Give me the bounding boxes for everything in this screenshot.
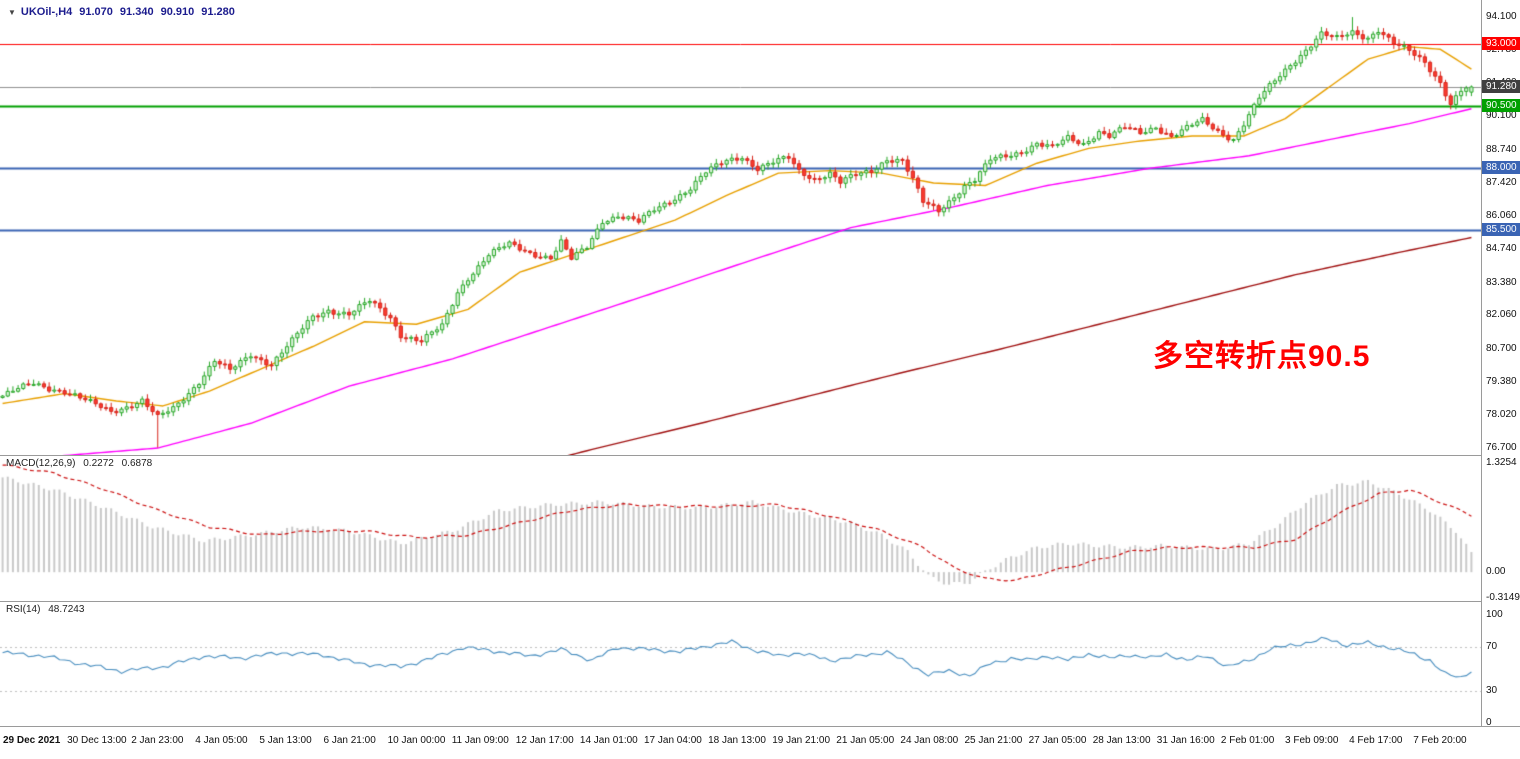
macd-axis-label: 0.00: [1486, 566, 1506, 578]
price-axis-label: 76.700: [1486, 442, 1517, 454]
time-axis-label: 28 Jan 13:00: [1092, 735, 1151, 746]
level-price-badge: 88.000: [1482, 161, 1520, 175]
rsi-indicator-label: RSI(14) 48.7243: [6, 604, 84, 615]
price-chart-canvas[interactable]: [0, 0, 1481, 455]
time-scale[interactable]: 29 Dec 2021 30 Dec 13:00 2 Jan 23:00 4 Jan …: [0, 727, 1520, 759]
macd-name: MACD(12,26,9): [6, 458, 76, 469]
time-axis-label: 11 Jan 09:00: [451, 735, 509, 746]
time-axis-label: 14 Jan 01:00: [579, 735, 638, 746]
macd-signal-value: 0.6878: [121, 458, 153, 469]
time-axis-label: 2 Jan 23:00: [131, 735, 184, 746]
time-axis-label: 5 Jan 13:00: [259, 735, 312, 746]
level-price-badge: 90.500: [1482, 99, 1520, 113]
time-axis-label: 24 Jan 08:00: [900, 735, 959, 746]
time-axis-label: 27 Jan 05:00: [1028, 735, 1087, 746]
chevron-down-icon[interactable]: ▼: [8, 7, 16, 17]
price-axis-label: 86.060: [1486, 210, 1517, 222]
time-axis-label: 29 Dec 2021: [3, 735, 61, 746]
price-axis-label: 80.700: [1486, 342, 1517, 354]
price-axis-label: 94.100: [1486, 11, 1517, 23]
rsi-timescale-divider[interactable]: [0, 726, 1520, 727]
macd-axis-label: -0.3149: [1486, 592, 1520, 604]
level-price-badge: 85.500: [1482, 223, 1520, 237]
time-axis-label: 7 Feb 20:00: [1413, 735, 1467, 746]
rsi-name: RSI(14): [6, 604, 41, 615]
rsi-axis-label: 0: [1486, 716, 1492, 728]
rsi-value: 48.7243: [48, 604, 85, 615]
symbol-timeframe-label: UKOil-,H4: [20, 6, 73, 18]
rsi-axis-label: 70: [1486, 641, 1498, 653]
time-axis-label: 31 Jan 16:00: [1156, 735, 1215, 746]
price-axis-label: 87.420: [1486, 176, 1517, 188]
time-axis-label: 25 Jan 21:00: [964, 735, 1023, 746]
macd-indicator-label: MACD(12,26,9) 0.2272 0.6878: [6, 458, 152, 469]
rsi-axis-label: 100: [1486, 608, 1503, 620]
rsi-panel-canvas[interactable]: [0, 602, 1481, 726]
price-axis-label: 82.060: [1486, 309, 1517, 321]
time-axis-label: 10 Jan 00:00: [387, 735, 446, 746]
price-scale[interactable]: 94.10092.78091.42090.10088.74087.42086.0…: [1481, 0, 1520, 728]
macd-axis-label: 1.3254: [1486, 456, 1517, 468]
low-value: 90.910: [160, 6, 195, 18]
close-value: 91.280: [201, 6, 235, 18]
time-axis-label: 2 Feb 01:00: [1220, 735, 1275, 746]
rsi-axis-label: 30: [1486, 684, 1498, 696]
time-axis-label: 4 Jan 05:00: [195, 735, 248, 746]
price-axis-label: 88.740: [1486, 143, 1517, 155]
time-axis-label: 21 Jan 05:00: [836, 735, 895, 746]
price-axis-label: 84.740: [1486, 242, 1517, 254]
time-axis-label: 6 Jan 21:00: [323, 735, 376, 746]
price-axis-label: 79.380: [1486, 375, 1517, 387]
main-macd-panel-divider[interactable]: [0, 455, 1520, 456]
time-axis-label: 30 Dec 13:00: [67, 735, 127, 746]
time-axis-label: 19 Jan 21:00: [772, 735, 831, 746]
time-axis-label: 4 Feb 17:00: [1349, 735, 1403, 746]
current-price-badge: 91.280: [1482, 79, 1520, 93]
time-axis-label: 12 Jan 17:00: [515, 735, 574, 746]
macd-rsi-panel-divider[interactable]: [0, 601, 1520, 602]
trader-annotation-text: 多空转折点90.5: [1153, 340, 1371, 373]
price-axis-label: 78.020: [1486, 409, 1517, 421]
open-value: 91.070: [79, 6, 113, 18]
symbol-ohlc-readout: ▼ UKOil-,H4 91.070 91.340 90.910 91.280: [8, 6, 235, 18]
time-axis-label: 17 Jan 04:00: [644, 735, 702, 746]
high-value: 91.340: [119, 6, 154, 18]
time-axis-label: 3 Feb 09:00: [1285, 735, 1339, 746]
macd-panel-canvas[interactable]: [0, 456, 1481, 601]
level-price-badge: 93.000: [1482, 37, 1520, 51]
price-axis-label: 90.100: [1486, 110, 1517, 122]
price-axis-label: 83.380: [1486, 276, 1517, 288]
macd-main-value: 0.2272: [83, 458, 114, 469]
time-axis-label: 18 Jan 13:00: [708, 735, 766, 746]
